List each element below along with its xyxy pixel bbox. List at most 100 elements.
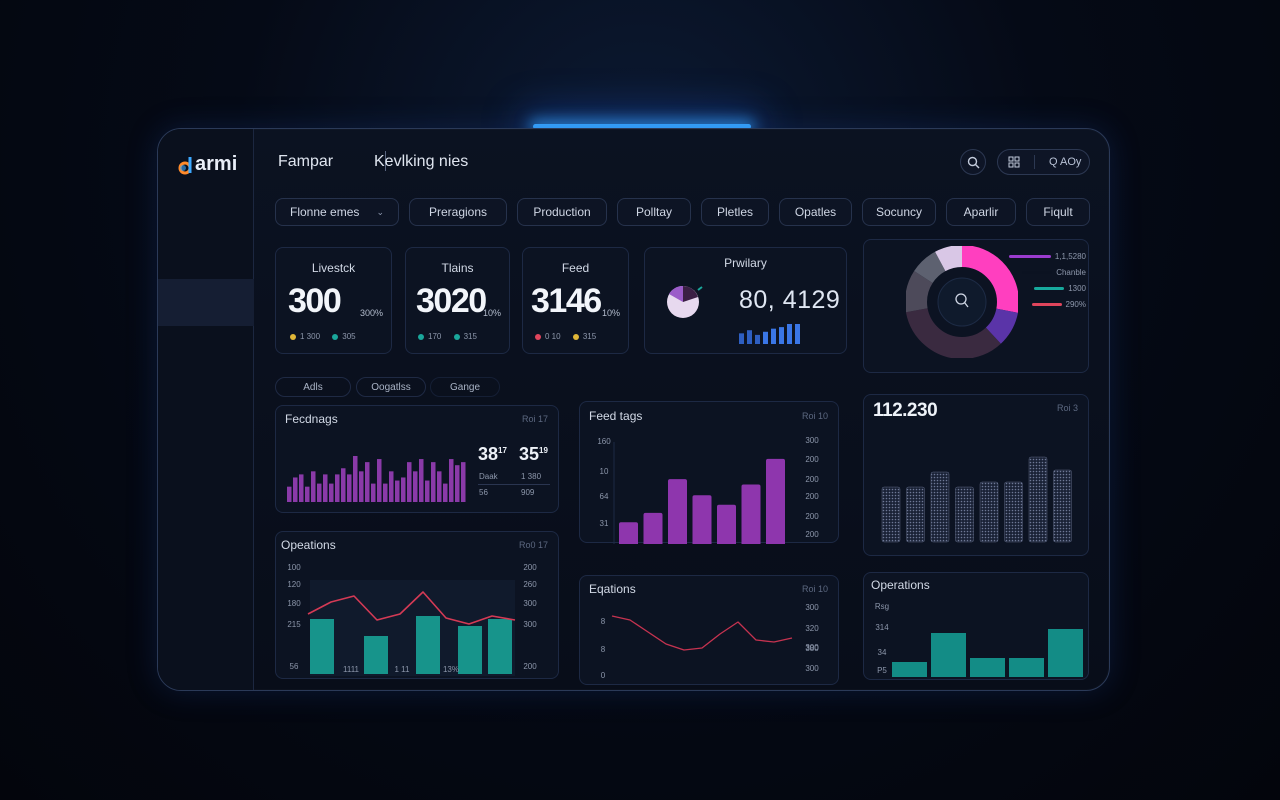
y-axis-label: 314 xyxy=(875,623,889,632)
operations-card-left[interactable]: Opeations Ro0 17 100 120 180 215 56 200 260 300… xyxy=(275,531,559,679)
legend-swatch xyxy=(1031,302,1062,306)
feedings-bar xyxy=(383,483,388,502)
feedings-row1-label: Daak xyxy=(479,472,498,481)
poultry-bar xyxy=(747,330,752,344)
donut-card[interactable]: 1,1,5280 Chanble 1300 290% xyxy=(863,239,1089,373)
feed-tags-card[interactable]: Feed tags Roi 10 16010643103002002002002… xyxy=(579,401,839,544)
tab-opatles[interactable]: Opatles xyxy=(779,198,852,226)
eqations-line xyxy=(611,615,793,651)
stat-percent: 10% xyxy=(601,308,620,318)
status-dot xyxy=(332,333,339,340)
subtab-adls[interactable]: Adls xyxy=(275,377,351,397)
totals-bar xyxy=(930,471,950,543)
donut-legend: 1,1,5280 Chanble 1300 290% xyxy=(1006,248,1086,312)
y-axis-label: 200 xyxy=(523,563,537,572)
stat-meta: 1 300 305 xyxy=(290,332,356,341)
poultry-bar xyxy=(795,324,800,344)
subtab-gange[interactable]: Gange xyxy=(430,377,500,397)
pie-icon xyxy=(667,285,703,318)
stat-meta: 170 315 xyxy=(418,332,477,341)
feedings-bar xyxy=(323,474,328,502)
status-dot xyxy=(535,333,541,340)
operations-combo-chart: 100 120 180 215 56 200 260 300 300 200 1111 1 11 13% xyxy=(287,563,537,676)
legend-label: 1300 xyxy=(1068,283,1086,293)
dashboard-window: armi Fampar Kevlking nies Q AOy Flonne e… xyxy=(157,128,1110,691)
status-dot xyxy=(572,333,579,340)
tab-production[interactable]: Production xyxy=(517,198,607,226)
legend-item: 290% xyxy=(1006,296,1086,312)
feedings-row1-value: 1 380 xyxy=(521,472,542,481)
legend-item: 1,1,5280 xyxy=(1006,248,1086,264)
top-glow-accent xyxy=(533,124,751,129)
page-title: Fampar xyxy=(278,153,334,170)
poultry-bar xyxy=(771,328,776,344)
logo[interactable]: armi xyxy=(176,153,237,176)
feedings-stat-2: 3519 xyxy=(519,444,548,464)
status-dot xyxy=(418,333,424,340)
y-axis-label: 300 xyxy=(805,643,819,652)
operations-right-bar xyxy=(970,658,1005,677)
y-axis-label: 8 xyxy=(601,645,606,654)
feedings-card[interactable]: Fecdnags Roi 17 3817 3519 Daak 1 380 56 … xyxy=(275,405,559,513)
plot-area xyxy=(310,580,515,676)
feedings-title: Fecdnags xyxy=(285,412,338,426)
operations-card-right[interactable]: Operations Rsg 314 34 P5 xyxy=(863,572,1089,680)
header-divider xyxy=(385,151,386,171)
operations-bar xyxy=(416,616,440,674)
totals-card[interactable]: 112.230 Roi 3 xyxy=(863,394,1089,556)
subtab-label: Adls xyxy=(303,381,323,393)
feedings-bar xyxy=(371,483,376,502)
operations-title: Opeations xyxy=(281,538,336,552)
poultry-bar xyxy=(739,333,744,344)
user-menu-label[interactable]: Q AOy xyxy=(1049,156,1082,168)
stat-card-feed[interactable]: Feed 3146 10% 0 10 315 xyxy=(522,247,629,354)
stat-card-livestock[interactable]: Livestck 300 300% 1 300 305 xyxy=(275,247,392,354)
feedings-bar xyxy=(455,465,460,502)
feedings-bar xyxy=(461,462,466,502)
feedings-bar xyxy=(341,468,346,502)
feedings-bar xyxy=(311,471,316,502)
stat-title: Tlains xyxy=(441,261,474,275)
subtab-oogatlss[interactable]: Oogatlss xyxy=(356,377,426,397)
tab-aparlir[interactable]: Aparlir xyxy=(946,198,1016,226)
y-axis-label: 0 xyxy=(601,671,606,680)
tab-socuncy[interactable]: Socuncy xyxy=(862,198,936,226)
stat-card-trains[interactable]: Tlains 3020 10% 170 315 xyxy=(405,247,510,354)
operations-right-bar-chart: Rsg 314 34 P5 xyxy=(875,602,1083,677)
feedings-bar xyxy=(317,483,322,502)
y-axis-label: 215 xyxy=(287,620,301,629)
totals-value: 112.230 xyxy=(873,400,938,421)
y-axis-label: 200 xyxy=(805,492,819,501)
eqations-card[interactable]: Eqations Roi 10 8 8 0 300 320 300 380 300 xyxy=(579,575,839,685)
y-axis-label: 10 xyxy=(600,467,609,476)
tab-dropdown-label: Flonne emes xyxy=(290,205,360,219)
y-axis-label: 8 xyxy=(601,617,606,626)
tab-preragions[interactable]: Preragions xyxy=(409,198,507,226)
tab-dropdown[interactable]: Flonne emes ⌄ xyxy=(275,198,399,226)
tab-label: Socuncy xyxy=(875,205,923,219)
sidebar-item-active[interactable] xyxy=(158,279,254,326)
tab-polltay[interactable]: Polltay xyxy=(617,198,691,226)
y-axis-label: 320 xyxy=(805,624,819,633)
stat-value: 300 xyxy=(288,282,342,320)
tab-pletles[interactable]: Pletles xyxy=(701,198,769,226)
poultry-card[interactable]: Prwilary 80, 4129 xyxy=(644,247,847,354)
y-axis-label: 200 xyxy=(805,512,819,521)
legend-swatch xyxy=(1034,286,1065,290)
poultry-title: Prwilary xyxy=(724,256,767,270)
feedings-bar xyxy=(413,471,418,502)
x-axis-label: 1111 xyxy=(343,665,360,674)
operations-right-title: Operations xyxy=(871,578,930,592)
y-axis-label: 200 xyxy=(805,475,819,484)
operations-right-bar xyxy=(1009,658,1044,677)
search-button[interactable] xyxy=(960,149,986,175)
donut-slice xyxy=(906,246,1018,358)
status-dot xyxy=(290,333,296,340)
operations-bar xyxy=(488,619,512,674)
sidebar: armi xyxy=(158,129,254,690)
feedings-bar xyxy=(437,471,442,502)
operations-corner: Ro0 17 xyxy=(518,540,548,550)
header-actions-group[interactable]: Q AOy xyxy=(997,149,1090,175)
logo-text: armi xyxy=(195,153,238,175)
tab-fiqult[interactable]: Fiqult xyxy=(1026,198,1090,226)
